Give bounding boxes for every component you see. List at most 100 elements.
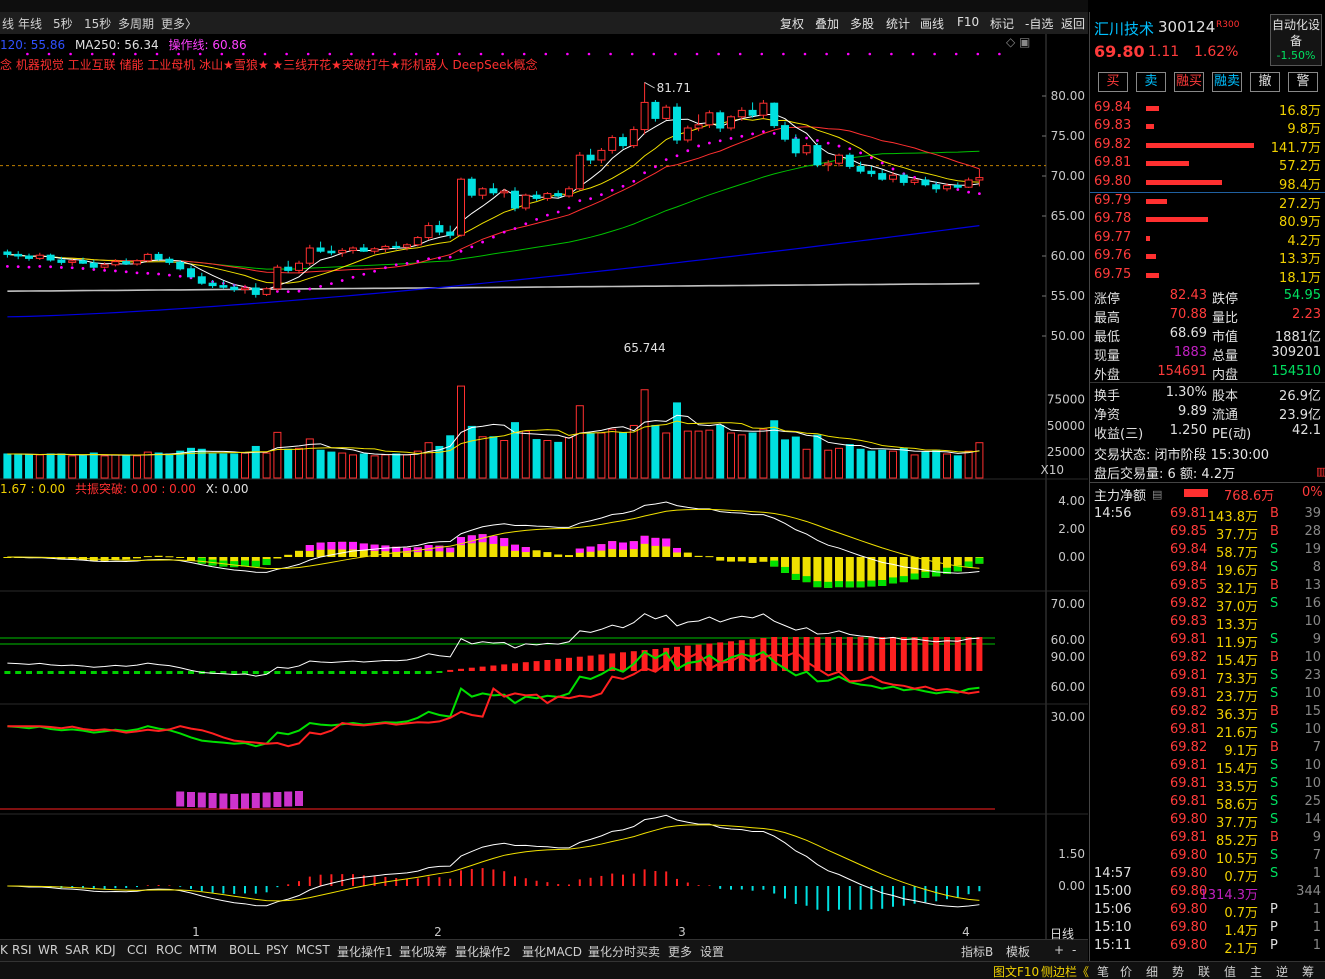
indicator-tab[interactable]: 量化分时买卖 (588, 945, 661, 959)
multi-stock-button[interactable]: 多股 (850, 17, 875, 31)
stats-button[interactable]: 统计 (886, 17, 911, 31)
volume-bar (953, 455, 962, 479)
candle-body (899, 174, 908, 183)
tick-side: B (1270, 578, 1279, 593)
status-tab[interactable]: 主 (1250, 965, 1263, 979)
candle-body (165, 258, 174, 263)
ind2-bar (317, 671, 324, 674)
status-tab[interactable]: 笔 (1097, 965, 1110, 979)
sar-dot (978, 192, 981, 196)
indicator-tab[interactable]: 设置 (700, 945, 725, 959)
macd-axis-label: 0.00 (1058, 550, 1085, 564)
sar-dot (826, 141, 830, 145)
trade-button[interactable]: 买 (1098, 72, 1128, 92)
signal-dot (976, 52, 980, 56)
template-control[interactable]: 模板 (1006, 945, 1031, 959)
draw-line-button[interactable]: 画线 (920, 17, 945, 31)
indicator-tab[interactable]: ROC (156, 943, 183, 957)
ind3-signal-bar (251, 793, 260, 808)
book-price[interactable]: 69.82 (1094, 136, 1132, 152)
macd-header: 1.67 : 0.00 共振突破: 0.00 : 0.00 X: 0.00 (0, 480, 249, 497)
book-price[interactable]: 69.77 (1094, 229, 1132, 245)
macd-bar-bottom (791, 573, 800, 580)
status-tab[interactable]: 联 (1198, 965, 1211, 979)
overlay-button[interactable]: 叠加 (815, 17, 840, 31)
indicator-tab[interactable]: WR (38, 943, 59, 957)
fuquan-button[interactable]: 复权 (780, 17, 805, 31)
indicator-tab[interactable]: KDJ (95, 943, 116, 957)
signal-dot (998, 52, 1001, 56)
mark-button[interactable]: 标记 (990, 17, 1015, 31)
book-price[interactable]: 69.78 (1094, 211, 1132, 227)
indicator-tab[interactable]: BOLL (229, 943, 260, 957)
period-day[interactable]: 线 (2, 17, 15, 31)
status-tab[interactable]: 值 (1224, 965, 1237, 979)
status-tab[interactable]: 图文F10 (993, 965, 1040, 979)
book-price[interactable]: 69.80 (1094, 173, 1132, 189)
period-year[interactable]: 年线 (18, 17, 43, 31)
volume-bar (856, 448, 865, 479)
indicator-tab[interactable]: 量化MACD (522, 945, 582, 959)
remove-watchlist-button[interactable]: -自选 (1025, 17, 1054, 31)
stat-cell: 2.23 (1292, 307, 1321, 322)
indicator-tab[interactable]: K (0, 943, 8, 957)
indicator-tab[interactable]: CCI (127, 943, 148, 957)
sar-dot (967, 190, 970, 194)
sar-dot (664, 158, 668, 162)
stat-cell: 跌停 (1212, 292, 1239, 307)
more-periods[interactable]: 更多〉 (161, 17, 198, 31)
book-price[interactable]: 69.81 (1094, 155, 1132, 171)
status-tab[interactable]: 细 (1146, 965, 1159, 979)
stat-cell: PE(动) (1212, 427, 1252, 442)
book-price[interactable]: 69.79 (1094, 193, 1132, 208)
sector-box[interactable]: 自动化设备 -1.50% (1270, 14, 1322, 66)
indicator-tab[interactable]: MCST (296, 943, 330, 957)
book-price[interactable]: 69.83 (1094, 118, 1132, 134)
back-button[interactable]: 返回 (1061, 17, 1086, 31)
kline-chart-area[interactable]: 80.00 75.00 70.00 65.00 60.00 55.00 50.00 75000… (0, 34, 1088, 939)
trade-button[interactable]: 融卖 (1212, 72, 1242, 92)
status-tab[interactable]: 价 (1120, 965, 1133, 979)
flow-detail-icon[interactable]: ▤ (1152, 488, 1163, 501)
indicator-tab[interactable]: 量化操作2 (455, 945, 511, 959)
template-control[interactable]: + (1054, 943, 1065, 957)
multi-period[interactable]: 多周期 (118, 17, 155, 31)
stat-cell: 9.89 (1178, 404, 1207, 419)
period-15s[interactable]: 15秒 (84, 17, 112, 31)
macd-bar (143, 556, 152, 558)
status-tab[interactable]: 势 (1172, 965, 1185, 979)
pane-control-icon[interactable]: ◇ ▣ (1006, 35, 1031, 49)
book-volume: 57.2万 (1279, 159, 1321, 175)
stat-cell: 最高 (1094, 311, 1121, 326)
indicator-tab[interactable]: MTM (189, 943, 218, 957)
status-tab[interactable]: 侧边栏《 (1041, 965, 1090, 979)
status-tab[interactable]: 筹 (1302, 965, 1315, 979)
template-control[interactable]: 指标B (961, 945, 994, 959)
ind2-bar (630, 651, 637, 671)
volume-bar (46, 453, 55, 479)
indicator-tab[interactable]: RSI (12, 943, 32, 957)
indicator-tab[interactable]: SAR (65, 943, 90, 957)
grid-icon[interactable]: ▥ (1316, 465, 1325, 478)
status-bar: 图文F10 侧边栏《笔价细势联值主逆筹 (0, 961, 1325, 979)
indicator-tab[interactable]: 量化操作1 (337, 945, 393, 959)
indicator-tab[interactable]: 量化吸筹 (399, 945, 448, 959)
book-price[interactable]: 69.76 (1094, 248, 1132, 264)
trade-button[interactable]: 警 (1288, 72, 1318, 92)
f10-button[interactable]: F10 (957, 15, 980, 29)
candle-body (824, 162, 833, 166)
macd-bar-bottom (802, 576, 811, 583)
indicator-tab[interactable]: PSY (266, 943, 289, 957)
indicator-tab[interactable]: 更多 (668, 945, 693, 959)
template-control[interactable]: - (1072, 943, 1077, 957)
book-price[interactable]: 69.75 (1094, 266, 1132, 282)
macd-header-a: 1.67 : 0.00 (0, 482, 66, 496)
trade-button[interactable]: 卖 (1136, 72, 1166, 92)
book-price[interactable]: 69.84 (1094, 100, 1132, 115)
trade-button[interactable]: 撤 (1250, 72, 1280, 92)
volume-bar (932, 449, 941, 479)
status-tab[interactable]: 逆 (1276, 965, 1289, 979)
period-5s[interactable]: 5秒 (53, 17, 73, 31)
trade-button[interactable]: 融买 (1174, 72, 1204, 92)
tick-count: 9 (1312, 830, 1321, 845)
